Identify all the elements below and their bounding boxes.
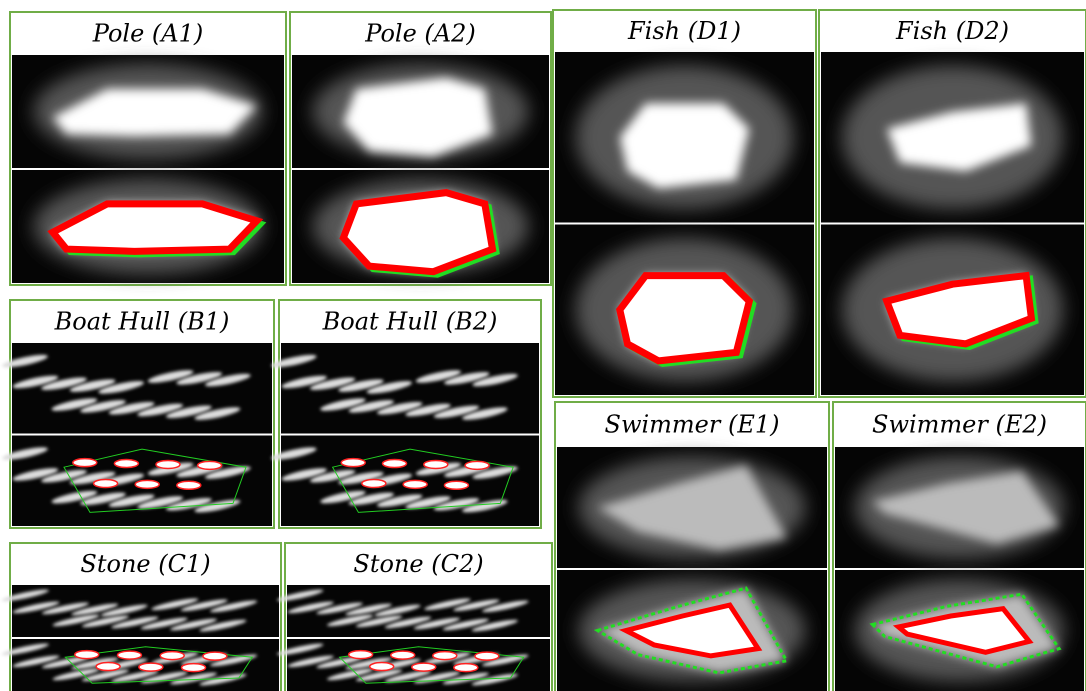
outline-red <box>343 193 492 272</box>
outline-red <box>114 460 138 468</box>
outline-red <box>139 663 163 671</box>
panel-title: Fish (D2) <box>895 17 1009 45</box>
panel-title: Pole (A1) <box>92 20 203 48</box>
outline-red <box>156 460 180 468</box>
figure: Pole (A1) Pole (A2) Boat Hull (B1) Boat Hul… <box>0 0 1086 691</box>
panel-title: Swimmer (E1) <box>605 411 780 439</box>
panel-title: Swimmer (E2) <box>872 411 1047 439</box>
panel-title: Pole (A2) <box>364 20 475 48</box>
outline-red <box>177 481 201 489</box>
outline-red <box>341 459 365 467</box>
outline-red <box>412 663 436 671</box>
panel: Swimmer (E1) <box>555 402 829 691</box>
outline-red <box>391 651 415 659</box>
outline-red <box>182 664 206 672</box>
panel-title: Stone (C2) <box>353 550 483 578</box>
outline-red <box>96 663 120 671</box>
outline-red <box>620 276 750 361</box>
panel-title: Stone (C1) <box>80 550 210 578</box>
panel: Pole (A1) <box>10 12 286 285</box>
panel: Stone (C1) <box>1 543 281 691</box>
outline-red <box>444 481 468 489</box>
panel: Pole (A2) <box>290 12 551 285</box>
outline-red <box>73 459 97 467</box>
panel-title: Boat Hull (B2) <box>322 308 498 336</box>
outline-red <box>383 460 407 468</box>
outline-red <box>160 652 184 660</box>
outline-red <box>135 480 159 488</box>
outline-red <box>75 651 99 659</box>
outline-red <box>370 663 394 671</box>
panel-title: Boat Hull (B1) <box>54 308 230 336</box>
target <box>620 103 750 188</box>
outline-red <box>475 652 499 660</box>
panel: Boat Hull (B2) <box>270 300 541 528</box>
panel: Fish (D1) <box>553 10 816 397</box>
outline-red <box>203 652 227 660</box>
outline-red <box>349 651 373 659</box>
outline-red <box>465 461 489 469</box>
panel-title: Fish (D1) <box>627 17 741 45</box>
outline-red <box>403 480 427 488</box>
outline-red <box>454 664 478 672</box>
outline-red <box>117 651 141 659</box>
outline-red <box>433 652 457 660</box>
panel: Stone (C2) <box>276 543 552 691</box>
outline-red <box>198 461 222 469</box>
panel: Fish (D2) <box>819 10 1086 397</box>
outline-red <box>362 479 386 487</box>
outline-red <box>94 479 118 487</box>
panel: Boat Hull (B1) <box>1 300 274 528</box>
outline-red <box>424 460 448 468</box>
panel: Swimmer (E2) <box>833 402 1086 691</box>
